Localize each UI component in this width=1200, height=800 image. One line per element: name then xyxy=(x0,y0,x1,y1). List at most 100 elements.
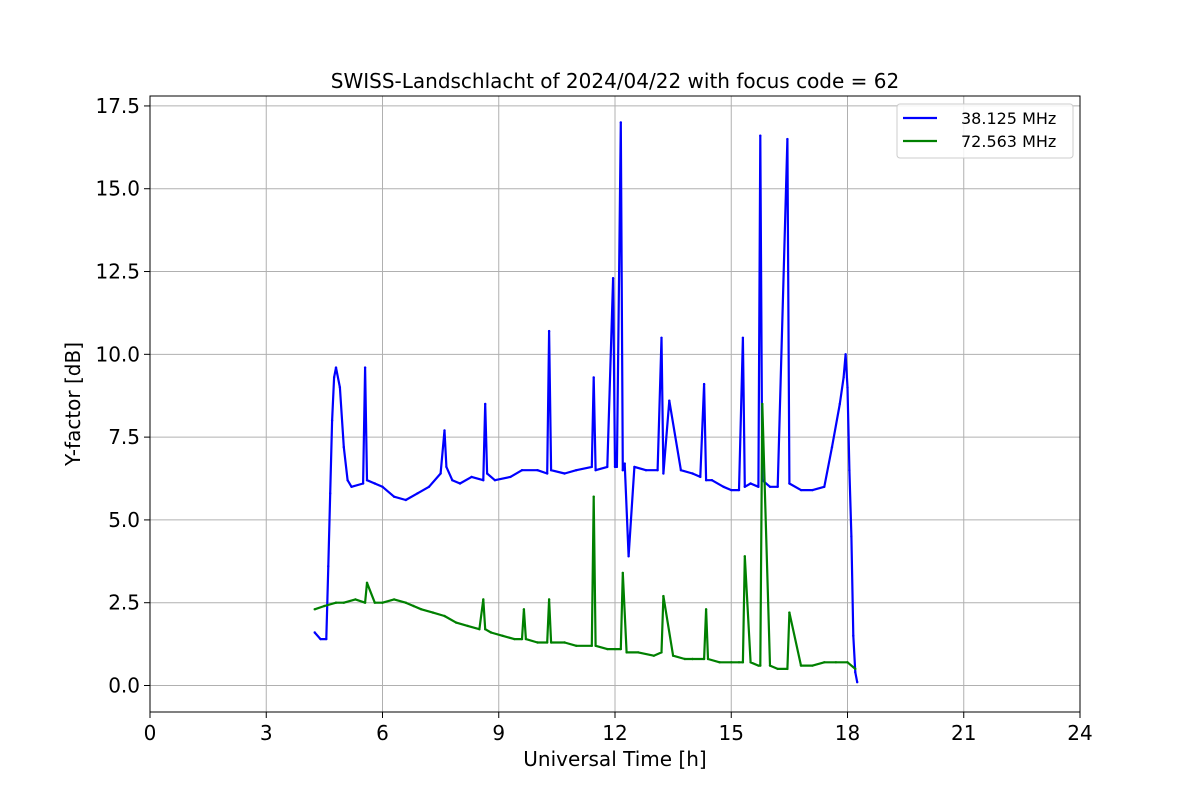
series-1-point xyxy=(823,485,826,488)
series-2-point xyxy=(759,664,762,667)
series-2-point xyxy=(392,598,396,601)
series-2-point xyxy=(823,661,826,664)
series-line-1 xyxy=(313,121,859,683)
series-1-point xyxy=(332,376,336,379)
series-1-point xyxy=(856,681,859,684)
series-1-point xyxy=(627,555,630,558)
series-1-point xyxy=(443,429,446,432)
series-1-point xyxy=(575,469,578,472)
series-1-point xyxy=(547,329,551,333)
chart-title: SWISS-Landschlacht of 2024/04/22 with fo… xyxy=(331,69,899,93)
series-1-point xyxy=(482,479,485,482)
series-1-point xyxy=(852,634,855,637)
series-2-point xyxy=(702,657,706,661)
series-2-point xyxy=(484,628,487,631)
series-1-point xyxy=(485,472,489,475)
series-2-point xyxy=(443,614,446,618)
series-1-point xyxy=(493,479,497,482)
series-1-point xyxy=(704,479,708,482)
series-2-point xyxy=(660,651,663,654)
series-2-point xyxy=(536,641,539,644)
legend-label-2: 72.563 MHz xyxy=(961,132,1056,151)
series-1-point xyxy=(520,469,524,472)
legend: 38.125 MHz 72.563 MHz xyxy=(896,103,1074,159)
series-2-point xyxy=(594,644,597,647)
x-tick-label: 3 xyxy=(260,721,273,745)
series-2-point xyxy=(592,495,595,498)
series-2-point xyxy=(846,661,849,664)
series-1-point xyxy=(788,482,791,485)
series-2-point xyxy=(776,667,779,671)
y-tick-label: 15.0 xyxy=(95,177,140,201)
x-tick-label: 18 xyxy=(835,721,860,745)
series-1-point xyxy=(786,137,789,141)
series-1-point xyxy=(325,637,328,641)
series-1-point xyxy=(838,402,841,406)
series-1-point xyxy=(346,479,349,482)
series-1-point xyxy=(590,465,593,469)
series-1-point xyxy=(679,469,683,472)
series-2-point xyxy=(662,594,665,598)
x-tick-label: 9 xyxy=(492,721,505,745)
series-2-point xyxy=(743,555,746,558)
series-2-point xyxy=(575,644,578,647)
series-2-point xyxy=(757,664,760,667)
series-2-point xyxy=(323,604,326,608)
legend-label-1: 38.125 MHz xyxy=(961,109,1056,128)
series-2-point xyxy=(342,601,345,604)
series-2-point xyxy=(718,661,721,664)
series-layer xyxy=(313,121,859,684)
series-2-point xyxy=(546,641,549,644)
series-2-point xyxy=(590,644,593,647)
series-1-point xyxy=(768,485,772,488)
series-2-point xyxy=(354,598,357,601)
series-1-point xyxy=(458,482,462,485)
series-1-point xyxy=(830,445,834,449)
x-tick-label: 6 xyxy=(376,721,389,745)
series-1-point xyxy=(749,482,752,485)
series-1-point xyxy=(404,498,407,502)
series-2-point xyxy=(749,661,752,664)
series-2-point xyxy=(524,637,528,641)
series-2-point xyxy=(768,664,772,667)
series-1-point xyxy=(427,485,431,488)
series-1-point xyxy=(759,134,762,137)
series-1-point xyxy=(470,475,473,479)
series-1-point xyxy=(606,465,609,469)
series-1-point xyxy=(613,465,617,469)
series-1-point xyxy=(623,462,626,465)
series-1-point xyxy=(644,469,648,472)
series-1-point xyxy=(842,376,845,379)
series-2-point xyxy=(786,667,789,671)
series-1-point xyxy=(799,488,803,492)
series-2-point xyxy=(404,601,407,604)
series-2-point xyxy=(730,661,733,664)
series-1-point xyxy=(730,488,733,492)
series-1-point xyxy=(699,475,702,479)
series-1-point xyxy=(563,472,566,475)
series-2-point xyxy=(625,651,628,654)
legend-box xyxy=(896,103,1074,159)
series-1-point xyxy=(691,472,694,475)
series-1-point xyxy=(313,631,316,634)
series-2-point xyxy=(704,608,708,611)
series-2-point xyxy=(834,661,838,664)
series-2-point xyxy=(313,608,316,611)
series-2-point xyxy=(363,601,367,604)
series-2-point xyxy=(811,664,814,667)
series-2-point xyxy=(671,654,675,657)
series-1-point xyxy=(848,469,851,472)
series-2-point xyxy=(489,631,493,634)
series-1-point xyxy=(850,535,853,538)
series-1-point xyxy=(361,482,365,485)
series-2-point xyxy=(637,651,640,654)
series-1-point xyxy=(702,382,706,386)
series-1-point xyxy=(811,488,814,492)
series-2-point xyxy=(547,598,551,601)
series-2-point xyxy=(412,604,415,608)
series-1-point xyxy=(594,469,597,472)
series-2-point xyxy=(454,621,458,624)
series-1-point xyxy=(776,485,779,488)
series-1-point xyxy=(722,485,725,488)
series-2-point xyxy=(619,647,622,651)
